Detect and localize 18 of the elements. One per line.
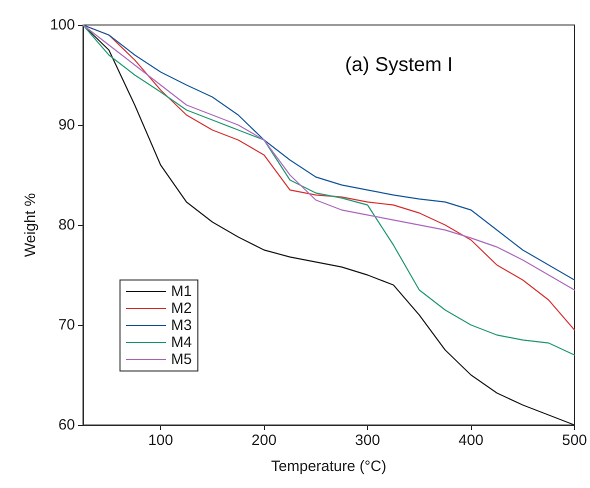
y-axis-title: Weight % bbox=[22, 193, 39, 257]
x-tick-label: 100 bbox=[148, 432, 174, 449]
y-tick-label: 80 bbox=[58, 216, 75, 234]
legend-label: M4 bbox=[171, 334, 192, 351]
y-tick-label: 90 bbox=[58, 116, 75, 134]
legend-label: M2 bbox=[171, 300, 192, 317]
legend-label: M1 bbox=[171, 283, 192, 300]
y-tick-label: 70 bbox=[58, 316, 75, 334]
legend-label: M5 bbox=[171, 351, 192, 368]
y-tick-label: 60 bbox=[58, 416, 75, 434]
annotation: (a) System I bbox=[345, 54, 453, 76]
x-tick-label: 500 bbox=[562, 432, 587, 449]
x-tick-label: 400 bbox=[458, 432, 484, 449]
y-tick-label: 100 bbox=[50, 16, 75, 34]
x-tick-label: 200 bbox=[252, 432, 277, 449]
x-tick-label: 300 bbox=[355, 432, 380, 449]
x-axis-title: Temperature (°C) bbox=[271, 458, 386, 475]
legend-label: M3 bbox=[171, 317, 192, 334]
